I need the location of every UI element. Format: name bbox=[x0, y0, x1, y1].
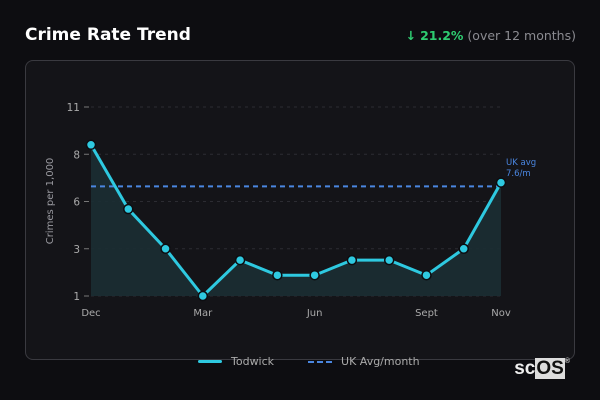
y-tick-label: 8 bbox=[73, 149, 80, 161]
y-tick-label: 3 bbox=[73, 244, 80, 256]
y-tick-label: 6 bbox=[73, 197, 80, 209]
scos-logo: scOS® bbox=[514, 358, 570, 379]
data-point-jun[interactable] bbox=[309, 269, 320, 281]
x-tick-label: Dec bbox=[81, 308, 100, 319]
uk-avg-annotation-line1: UK avg bbox=[506, 158, 536, 168]
y-tick-label: 11 bbox=[67, 102, 80, 114]
x-tick-label: Nov bbox=[491, 308, 511, 319]
legend: Todwick UK Avg/month bbox=[198, 355, 420, 368]
data-point-mar[interactable] bbox=[197, 290, 209, 302]
trend-change: ↓ 21.2% (over 12 months) bbox=[406, 28, 576, 43]
change-period: (over 12 months) bbox=[467, 28, 576, 43]
down-arrow-icon: ↓ bbox=[405, 28, 417, 43]
data-point-nov[interactable] bbox=[495, 177, 507, 188]
legend-swatch-todwick bbox=[198, 360, 222, 363]
x-tick-label: Jun bbox=[306, 308, 323, 319]
x-tick-label: Mar bbox=[193, 308, 213, 319]
data-point-feb[interactable] bbox=[160, 243, 171, 254]
data-point-sept[interactable] bbox=[421, 269, 432, 281]
x-tick-label: Sept bbox=[415, 308, 438, 319]
uk-avg-annotation-line2: 7.6/m bbox=[506, 169, 531, 179]
data-point-jul[interactable] bbox=[346, 254, 358, 266]
legend-swatch-uk-avg bbox=[308, 360, 333, 363]
data-point-jan[interactable] bbox=[123, 203, 134, 215]
data-point-oct[interactable] bbox=[458, 243, 469, 254]
data-point-aug[interactable] bbox=[383, 254, 395, 266]
data-point-dec[interactable] bbox=[85, 139, 97, 151]
todwick-line bbox=[89, 144, 503, 298]
page-title: Crime Rate Trend bbox=[25, 25, 191, 45]
data-point-apr[interactable] bbox=[234, 254, 246, 266]
change-percent: 21.2% bbox=[420, 28, 464, 43]
legend-label-todwick[interactable]: Todwick bbox=[231, 355, 275, 368]
data-point-may[interactable] bbox=[272, 269, 283, 281]
y-axis-label: Crimes per 1,000 bbox=[45, 158, 56, 245]
y-tick-label: 1 bbox=[73, 291, 80, 303]
legend-label-uk-avg[interactable]: UK Avg/month bbox=[341, 355, 420, 368]
area-fill bbox=[91, 144, 501, 296]
